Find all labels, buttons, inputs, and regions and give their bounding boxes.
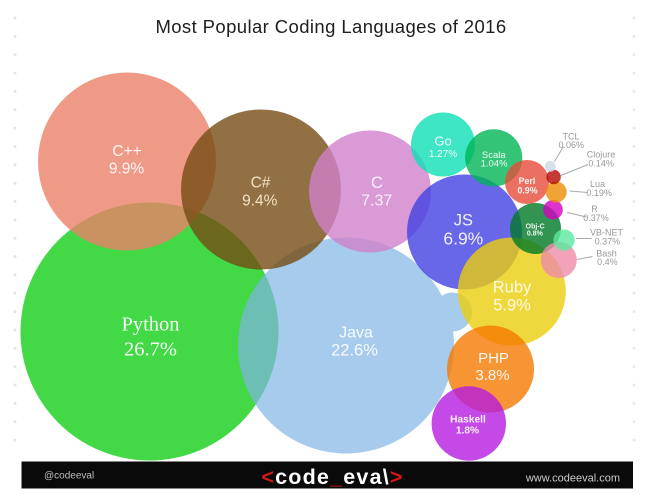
svg-text:5.9%: 5.9%	[493, 297, 531, 315]
svg-text:9.9%: 9.9%	[109, 161, 145, 178]
svg-text:Python: Python	[121, 314, 179, 336]
svg-text:1.27%: 1.27%	[429, 149, 457, 160]
svg-text:VB-NET: VB-NET	[590, 228, 624, 238]
svg-text:Ruby: Ruby	[493, 279, 532, 297]
svg-text:0.19%: 0.19%	[586, 188, 612, 198]
svg-text:www.codeeval.com: www.codeeval.com	[525, 473, 620, 485]
svg-text:0.37%: 0.37%	[583, 213, 609, 223]
svg-text:0.14%: 0.14%	[588, 159, 614, 169]
svg-text:6.9%: 6.9%	[443, 228, 483, 248]
svg-text:@codeeval: @codeeval	[44, 471, 94, 482]
svg-text:Bash: Bash	[596, 249, 617, 259]
svg-text:0.9%: 0.9%	[517, 186, 537, 196]
svg-text:22.6%: 22.6%	[331, 342, 378, 360]
svg-text:9.4%: 9.4%	[242, 193, 278, 210]
svg-text:TCL: TCL	[562, 131, 579, 141]
svg-text:1.04%: 1.04%	[481, 158, 508, 169]
svg-text:PHP: PHP	[478, 350, 509, 367]
svg-text:C++: C++	[112, 143, 141, 160]
svg-text:Scala: Scala	[482, 150, 506, 161]
svg-text:C: C	[371, 174, 383, 192]
svg-text:JS: JS	[454, 211, 473, 229]
svg-text:0.06%: 0.06%	[559, 140, 585, 150]
svg-text:7.37: 7.37	[361, 193, 392, 210]
svg-text:26.7%: 26.7%	[124, 339, 177, 361]
svg-text:Perl: Perl	[519, 176, 536, 186]
svg-text:Java: Java	[339, 324, 373, 341]
svg-text:Obj-C: Obj-C	[526, 224, 545, 231]
svg-text:Clojure: Clojure	[587, 150, 616, 160]
svg-text:0.8%: 0.8%	[527, 230, 544, 237]
svg-text:Haskell: Haskell	[450, 415, 486, 426]
svg-text:1.8%: 1.8%	[456, 425, 479, 436]
svg-text:<code_eva\>: <code_eva\>	[261, 465, 403, 489]
svg-text:Lua: Lua	[590, 179, 605, 189]
svg-text:C#: C#	[251, 175, 271, 192]
svg-text:R: R	[591, 204, 598, 214]
svg-text:Most Popular Coding Languages: Most Popular Coding Languages of 2016	[155, 16, 506, 37]
svg-text:0.37%: 0.37%	[595, 237, 621, 247]
svg-text:0.4%: 0.4%	[597, 257, 618, 267]
svg-text:Go: Go	[434, 134, 451, 149]
svg-text:3.8%: 3.8%	[475, 367, 509, 384]
